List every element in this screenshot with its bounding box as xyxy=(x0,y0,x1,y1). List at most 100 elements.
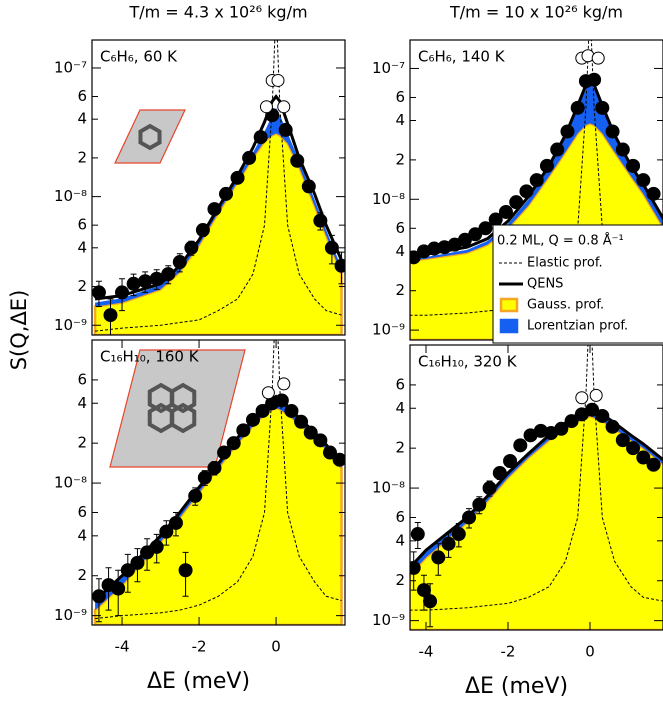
data-point xyxy=(92,590,105,603)
x-tick-label: 0 xyxy=(271,638,281,656)
data-point xyxy=(116,286,129,299)
profile-area xyxy=(95,133,341,335)
data-point xyxy=(162,268,175,281)
data-point xyxy=(275,394,288,407)
y-tick-label: 6 xyxy=(77,370,87,388)
x-tick-label: -4 xyxy=(419,643,434,661)
data-point xyxy=(473,498,486,511)
data-point xyxy=(150,272,163,285)
data-point xyxy=(314,214,327,227)
y-tick-label: 10⁻⁹ xyxy=(54,606,87,624)
y-tick-label: 10⁻⁷ xyxy=(54,58,87,76)
x-tick-label: 0 xyxy=(585,643,595,661)
x-tick-label: -2 xyxy=(192,638,207,656)
data-point xyxy=(208,461,221,474)
data-point xyxy=(227,437,240,450)
open-point xyxy=(278,378,290,390)
column-title: T/m = 10 x 10²⁶ kg/m xyxy=(449,3,623,22)
open-point xyxy=(590,389,602,401)
open-point xyxy=(272,74,284,86)
open-point xyxy=(260,101,272,113)
data-point xyxy=(479,222,492,235)
open-point xyxy=(576,392,588,404)
x-axis-label: ΔE (meV) xyxy=(147,669,250,694)
data-point xyxy=(127,277,140,290)
y-tick-label: 6 xyxy=(395,375,405,393)
legend-marker xyxy=(501,320,517,332)
y-tick-label: 2 xyxy=(395,281,405,299)
data-point xyxy=(510,196,523,209)
data-point xyxy=(131,556,144,569)
y-tick-label: 10⁻⁸ xyxy=(372,190,405,208)
legend-label: Elastic prof. xyxy=(527,256,603,271)
y-tick-label: 10⁻⁹ xyxy=(54,316,87,334)
data-point xyxy=(647,458,660,471)
data-point xyxy=(231,171,244,184)
data-point xyxy=(279,123,292,136)
data-point xyxy=(561,125,574,138)
panel-label: C₆H₆, 140 K xyxy=(418,48,506,66)
y-tick-label: 6 xyxy=(77,87,87,105)
data-point xyxy=(285,404,298,417)
y-tick-label: 6 xyxy=(77,216,87,234)
data-point xyxy=(493,466,506,479)
data-point xyxy=(442,537,455,550)
data-point xyxy=(335,259,348,272)
data-point xyxy=(291,154,304,167)
data-point xyxy=(314,434,327,447)
y-tick-label: 6 xyxy=(395,508,405,526)
data-point xyxy=(483,482,496,495)
figure: 10⁻⁷ 6 4 2 10⁻⁸ 6 4 2 10⁻⁹ C₆H₆, 60 K T/m = 4.3 x … xyxy=(0,0,663,709)
data-point xyxy=(647,187,660,200)
panel-label: C₆H₆, 60 K xyxy=(100,48,178,66)
legend-title: 0.2 ML, Q = 0.8 Å⁻¹ xyxy=(497,233,624,249)
y-tick-label: 10⁻⁸ xyxy=(54,474,87,492)
panel-label: C₁₆H₁₀, 320 K xyxy=(418,353,518,371)
data-point xyxy=(407,561,420,574)
data-point xyxy=(424,595,437,608)
data-point xyxy=(302,180,315,193)
x-axis-label: ΔE (meV) xyxy=(465,674,568,699)
data-point xyxy=(104,309,117,322)
data-point xyxy=(530,174,543,187)
legend-label: QENS xyxy=(527,277,563,292)
data-point xyxy=(627,442,640,455)
data-point xyxy=(295,415,308,428)
substrate xyxy=(115,110,185,163)
open-point xyxy=(262,387,274,399)
data-point xyxy=(185,241,198,254)
x-tick-label: -2 xyxy=(501,643,516,661)
y-tick-label: 2 xyxy=(395,571,405,589)
data-point xyxy=(606,420,619,433)
data-point xyxy=(596,409,609,422)
y-tick-label: 2 xyxy=(77,434,87,452)
y-tick-label: 4 xyxy=(77,238,87,256)
data-point xyxy=(237,424,250,437)
y-tick-label: 10⁻⁸ xyxy=(54,187,87,205)
data-point xyxy=(588,73,601,86)
y-tick-label: 4 xyxy=(395,399,405,417)
y-tick-label: 6 xyxy=(395,219,405,237)
open-point xyxy=(278,101,290,113)
data-point xyxy=(196,224,209,237)
data-point xyxy=(606,125,619,138)
legend-label: Gauss. prof. xyxy=(527,298,604,313)
y-tick-label: 4 xyxy=(395,111,405,129)
y-tick-label: 2 xyxy=(77,566,87,584)
column-title: T/m = 4.3 x 10²⁶ kg/m xyxy=(128,3,307,22)
data-point xyxy=(333,453,346,466)
data-point xyxy=(169,516,182,529)
x-tick-label: -4 xyxy=(115,638,130,656)
data-point xyxy=(637,174,650,187)
data-point xyxy=(616,143,629,156)
legend-label: Lorentzian prof. xyxy=(527,319,628,334)
data-point xyxy=(540,159,553,172)
data-point xyxy=(254,131,267,144)
y-tick-label: 2 xyxy=(395,439,405,457)
y-tick-label: 4 xyxy=(77,110,87,128)
y-tick-label: 2 xyxy=(77,277,87,295)
data-point xyxy=(627,159,640,172)
data-point xyxy=(189,489,202,502)
molecule-icon xyxy=(115,110,185,163)
y-tick-label: 4 xyxy=(77,526,87,544)
